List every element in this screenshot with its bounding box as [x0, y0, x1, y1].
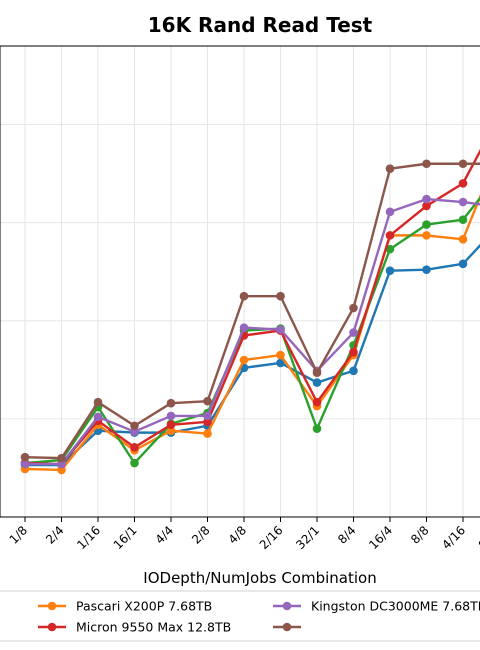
data-point — [349, 347, 358, 357]
data-point — [239, 323, 249, 332]
data-point — [203, 396, 212, 406]
data-point — [349, 303, 358, 313]
series-2 — [20, 194, 480, 475]
data-point — [458, 197, 468, 207]
data-point — [166, 398, 176, 408]
data-point — [422, 231, 431, 240]
series-line — [24, 148, 480, 466]
data-point — [203, 417, 212, 427]
data-point — [166, 420, 176, 430]
chart-title: 16K Rand Read Test — [148, 13, 373, 37]
legend-item: Kingston DC3000ME 7.68TB — [273, 599, 480, 614]
data-point — [57, 459, 66, 469]
x-tick-label: 8/4 — [335, 523, 359, 547]
data-point — [312, 397, 322, 407]
data-point — [385, 266, 395, 276]
data-point — [276, 291, 285, 301]
x-tick-label: 4/4 — [153, 523, 177, 547]
gridlines — [0, 46, 480, 517]
data-point — [312, 378, 322, 387]
data-point — [312, 368, 322, 378]
series-6 — [20, 159, 480, 463]
x-tick-label: 4/16 — [439, 523, 468, 552]
data-point — [20, 459, 30, 469]
legend-swatch-marker — [282, 601, 292, 611]
series-line — [25, 197, 480, 466]
data-point — [166, 426, 176, 435]
x-tick-label: 32/1 — [293, 523, 322, 552]
data-point — [57, 453, 66, 463]
x-tick-label: 2/8 — [189, 523, 213, 547]
data-point — [458, 159, 468, 169]
data-point — [130, 458, 139, 468]
data-point — [203, 429, 212, 438]
series-line — [24, 162, 480, 460]
series-line — [25, 243, 480, 467]
x-tick-label: 2/4 — [43, 523, 67, 547]
data-point — [93, 397, 103, 407]
legend-label: Micron 9550 Max 12.8TB — [76, 620, 231, 635]
legend-swatch-marker — [47, 601, 57, 611]
legend-label: Pascari X200P 7.68TB — [76, 599, 212, 614]
data-point — [422, 159, 431, 169]
data-point — [239, 291, 249, 301]
x-axis-label: IODepth/NumJobs Combination — [143, 569, 376, 587]
x-tick-label: 4/8 — [226, 523, 250, 547]
data-point — [20, 452, 30, 462]
legend-item: Micron 9550 Max 12.8TB — [38, 620, 231, 635]
legend: Pascari X200P 7.68TB Kingston DC3000ME 7.… — [38, 599, 480, 635]
data-point — [422, 194, 431, 204]
series-line — [24, 194, 480, 472]
data-point — [166, 411, 176, 421]
data-point — [385, 164, 395, 173]
data-point — [276, 350, 285, 360]
data-point — [239, 355, 249, 365]
data-point — [276, 358, 285, 368]
data-point — [422, 265, 431, 275]
x-tick-label: 16/1 — [111, 523, 140, 552]
x-tick-label: 8/16 — [476, 523, 480, 552]
x-tick-label: 2/16 — [257, 523, 286, 552]
series-layer — [20, 148, 480, 475]
plot-frame — [0, 45, 480, 518]
legend-frame — [0, 590, 480, 642]
legend-item: Pascari X200P 7.68TB — [38, 599, 212, 614]
data-point — [458, 179, 468, 188]
data-point — [130, 443, 139, 452]
data-point — [130, 427, 139, 436]
series-5 — [20, 194, 480, 469]
data-point — [458, 215, 468, 224]
data-point — [422, 220, 431, 229]
x-tick-label: 1/16 — [74, 523, 103, 552]
x-axis-ticks: 1/8 2/4 1/16 16/1 4/4 2/8 4/8 2/16 32/1 8/4 16/4 8/… — [7, 517, 480, 552]
series-3 — [20, 196, 480, 468]
data-point — [93, 412, 103, 422]
x-tick-label: 16/4 — [366, 523, 395, 552]
data-point — [349, 366, 358, 376]
data-point — [312, 424, 322, 433]
data-point — [385, 207, 395, 217]
data-point — [276, 325, 285, 334]
data-point — [57, 465, 66, 475]
data-point — [422, 201, 431, 211]
data-point — [349, 328, 358, 337]
data-point — [458, 259, 468, 269]
legend-item — [273, 622, 301, 632]
legend-swatch-marker — [47, 622, 57, 632]
legend-label: Kingston DC3000ME 7.68TB — [311, 599, 480, 614]
data-point — [385, 244, 395, 254]
data-point — [385, 231, 395, 240]
data-point — [130, 421, 139, 431]
x-tick-label: 1/8 — [7, 523, 31, 547]
legend-swatch-marker — [282, 622, 292, 632]
data-point — [458, 235, 468, 244]
data-point — [203, 411, 212, 421]
x-tick-label: 8/8 — [408, 523, 432, 547]
